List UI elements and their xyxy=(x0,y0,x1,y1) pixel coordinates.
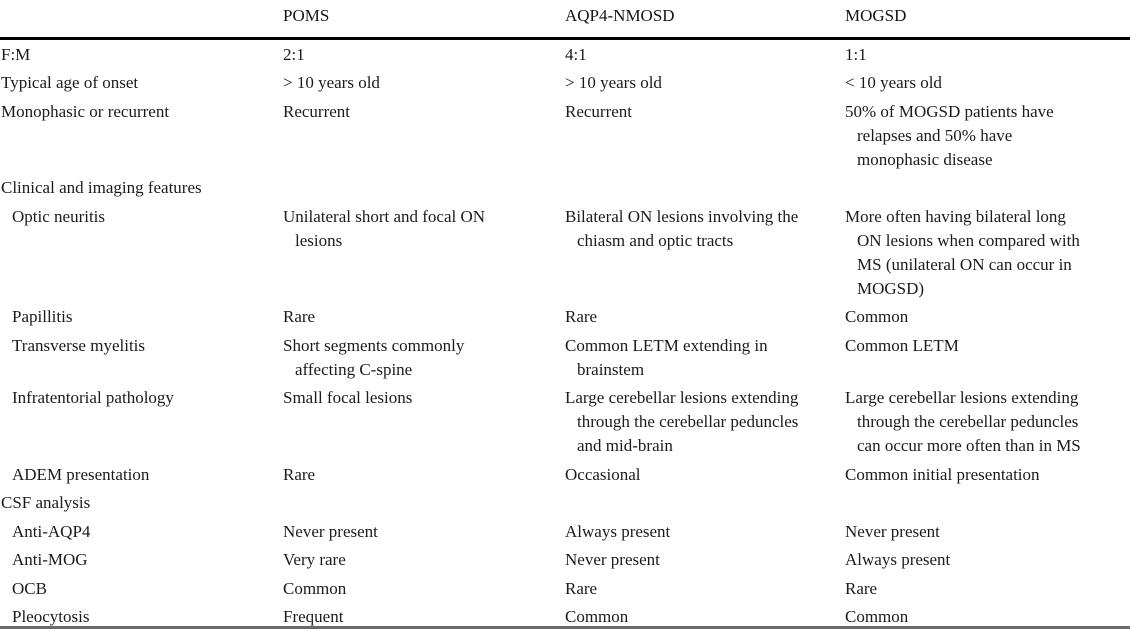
table-row-adem-presentation: ADEM presentation Rare Occasional Common… xyxy=(0,460,1130,489)
table-section-clinical-and-imaging-features: Clinical and imaging features xyxy=(0,174,1130,203)
table-bottom-rule xyxy=(0,626,1130,629)
row-label: F:M xyxy=(1,44,31,64)
table-cell: Rare xyxy=(565,578,598,598)
table-cell: Recurrent xyxy=(283,101,351,121)
table-cell: Very rare xyxy=(283,550,346,569)
table-cell: Common initial presentation xyxy=(845,464,1040,484)
table-cell: Rare xyxy=(283,464,316,484)
row-label: Anti-AQP4 xyxy=(12,521,91,541)
table-body: F:M 2:1 4:1 1:1 Typical age of onset > 1… xyxy=(0,39,1130,629)
table-cell: Large cerebellar lesions extending throu… xyxy=(565,388,799,455)
table-cell: Never present xyxy=(283,521,378,541)
table-row-pleocytosis: Pleocytosis Frequent Common Common xyxy=(0,603,1130,629)
column-header-blank xyxy=(0,0,283,40)
row-label: Typical age of onset xyxy=(1,73,139,92)
table-cell: Always present xyxy=(565,521,671,541)
section-label: Clinical and imaging features xyxy=(1,178,202,197)
row-label: ADEM presentation xyxy=(12,464,150,484)
row-label: Pleocytosis xyxy=(12,607,90,626)
table-cell: Unilateral short and focal ON lesions xyxy=(283,206,486,250)
table-cell xyxy=(565,489,845,518)
table-cell: Common xyxy=(565,607,629,626)
table-cell: Never present xyxy=(845,521,940,541)
row-label: Papillitis xyxy=(12,307,73,326)
table-cell: > 10 years old xyxy=(565,73,662,92)
table-cell: Common xyxy=(845,607,909,626)
table-cell xyxy=(283,174,565,203)
row-label: OCB xyxy=(12,578,47,598)
row-label: Anti-MOG xyxy=(12,550,88,569)
row-label: Monophasic or recurrent xyxy=(1,101,170,121)
table-cell: > 10 years old xyxy=(283,73,380,92)
table-header: POMS AQP4-NMOSD MOGSD xyxy=(0,0,1130,40)
table-cell: 2:1 xyxy=(283,44,305,64)
header-row: POMS AQP4-NMOSD MOGSD xyxy=(0,0,1130,40)
table-row-f-m: F:M 2:1 4:1 1:1 xyxy=(0,39,1130,69)
table-cell: < 10 years old xyxy=(845,73,942,92)
table-cell: More often having bilateral long ON lesi… xyxy=(845,206,1080,298)
table-cell: Occasional xyxy=(565,464,641,484)
table-cell xyxy=(565,174,845,203)
table-cell: Rare xyxy=(845,578,878,598)
table-row-infratentorial-pathology: Infratentorial pathology Small focal les… xyxy=(0,384,1130,461)
table-row-monophasic-or-recurrent: Monophasic or recurrent Recurrent Recurr… xyxy=(0,97,1130,174)
column-header-poms: POMS xyxy=(283,0,565,40)
table-cell xyxy=(845,174,1130,203)
table-cell: Small focal lesions xyxy=(283,388,413,407)
table-cell: 50% of MOGSD patients have relapses and … xyxy=(845,101,1054,169)
section-label: CSF analysis xyxy=(1,493,91,512)
table-cell: Large cerebellar lesions extending throu… xyxy=(845,388,1081,455)
table-cell: Recurrent xyxy=(565,101,633,121)
row-label: Infratentorial pathology xyxy=(12,388,174,407)
table-cell: Frequent xyxy=(283,607,344,626)
table-row-transverse-myelitis: Transverse myelitis Short segments commo… xyxy=(0,331,1130,384)
table-cell: Common LETM xyxy=(845,335,959,355)
table-row-anti-mog: Anti-MOG Very rare Never present Always … xyxy=(0,546,1130,575)
table-cell: 4:1 xyxy=(565,44,587,64)
table-cell: Common xyxy=(283,578,347,598)
table-cell: Rare xyxy=(283,307,316,326)
column-header-aqp4-nmosd: AQP4-NMOSD xyxy=(565,0,845,40)
table-cell xyxy=(845,489,1130,518)
table-row-anti-aqp4: Anti-AQP4 Never present Always present N… xyxy=(0,517,1130,546)
table-cell: Always present xyxy=(845,550,951,569)
table-section-csf-analysis: CSF analysis xyxy=(0,489,1130,518)
column-header-mogsd: MOGSD xyxy=(845,0,1130,40)
table-cell: Common xyxy=(845,307,909,326)
table-cell: Rare xyxy=(565,307,598,326)
row-label: Transverse myelitis xyxy=(12,335,146,355)
table-row-optic-neuritis: Optic neuritis Unilateral short and foca… xyxy=(0,202,1130,303)
table-cell: Short segments commonly affecting C-spin… xyxy=(283,335,465,379)
row-label: Optic neuritis xyxy=(12,206,106,226)
table-row-papillitis: Papillitis Rare Rare Common xyxy=(0,303,1130,332)
table-cell: Bilateral ON lesions involving the chias… xyxy=(565,206,799,250)
table-cell: 1:1 xyxy=(845,44,867,64)
table-cell: Common LETM extending in brainstem xyxy=(565,335,768,379)
table-row-typical-age-of-onset: Typical age of onset > 10 years old > 10… xyxy=(0,69,1130,98)
table-cell xyxy=(283,489,565,518)
table-row-ocb: OCB Common Rare Rare xyxy=(0,574,1130,603)
table-cell: Never present xyxy=(565,550,660,569)
